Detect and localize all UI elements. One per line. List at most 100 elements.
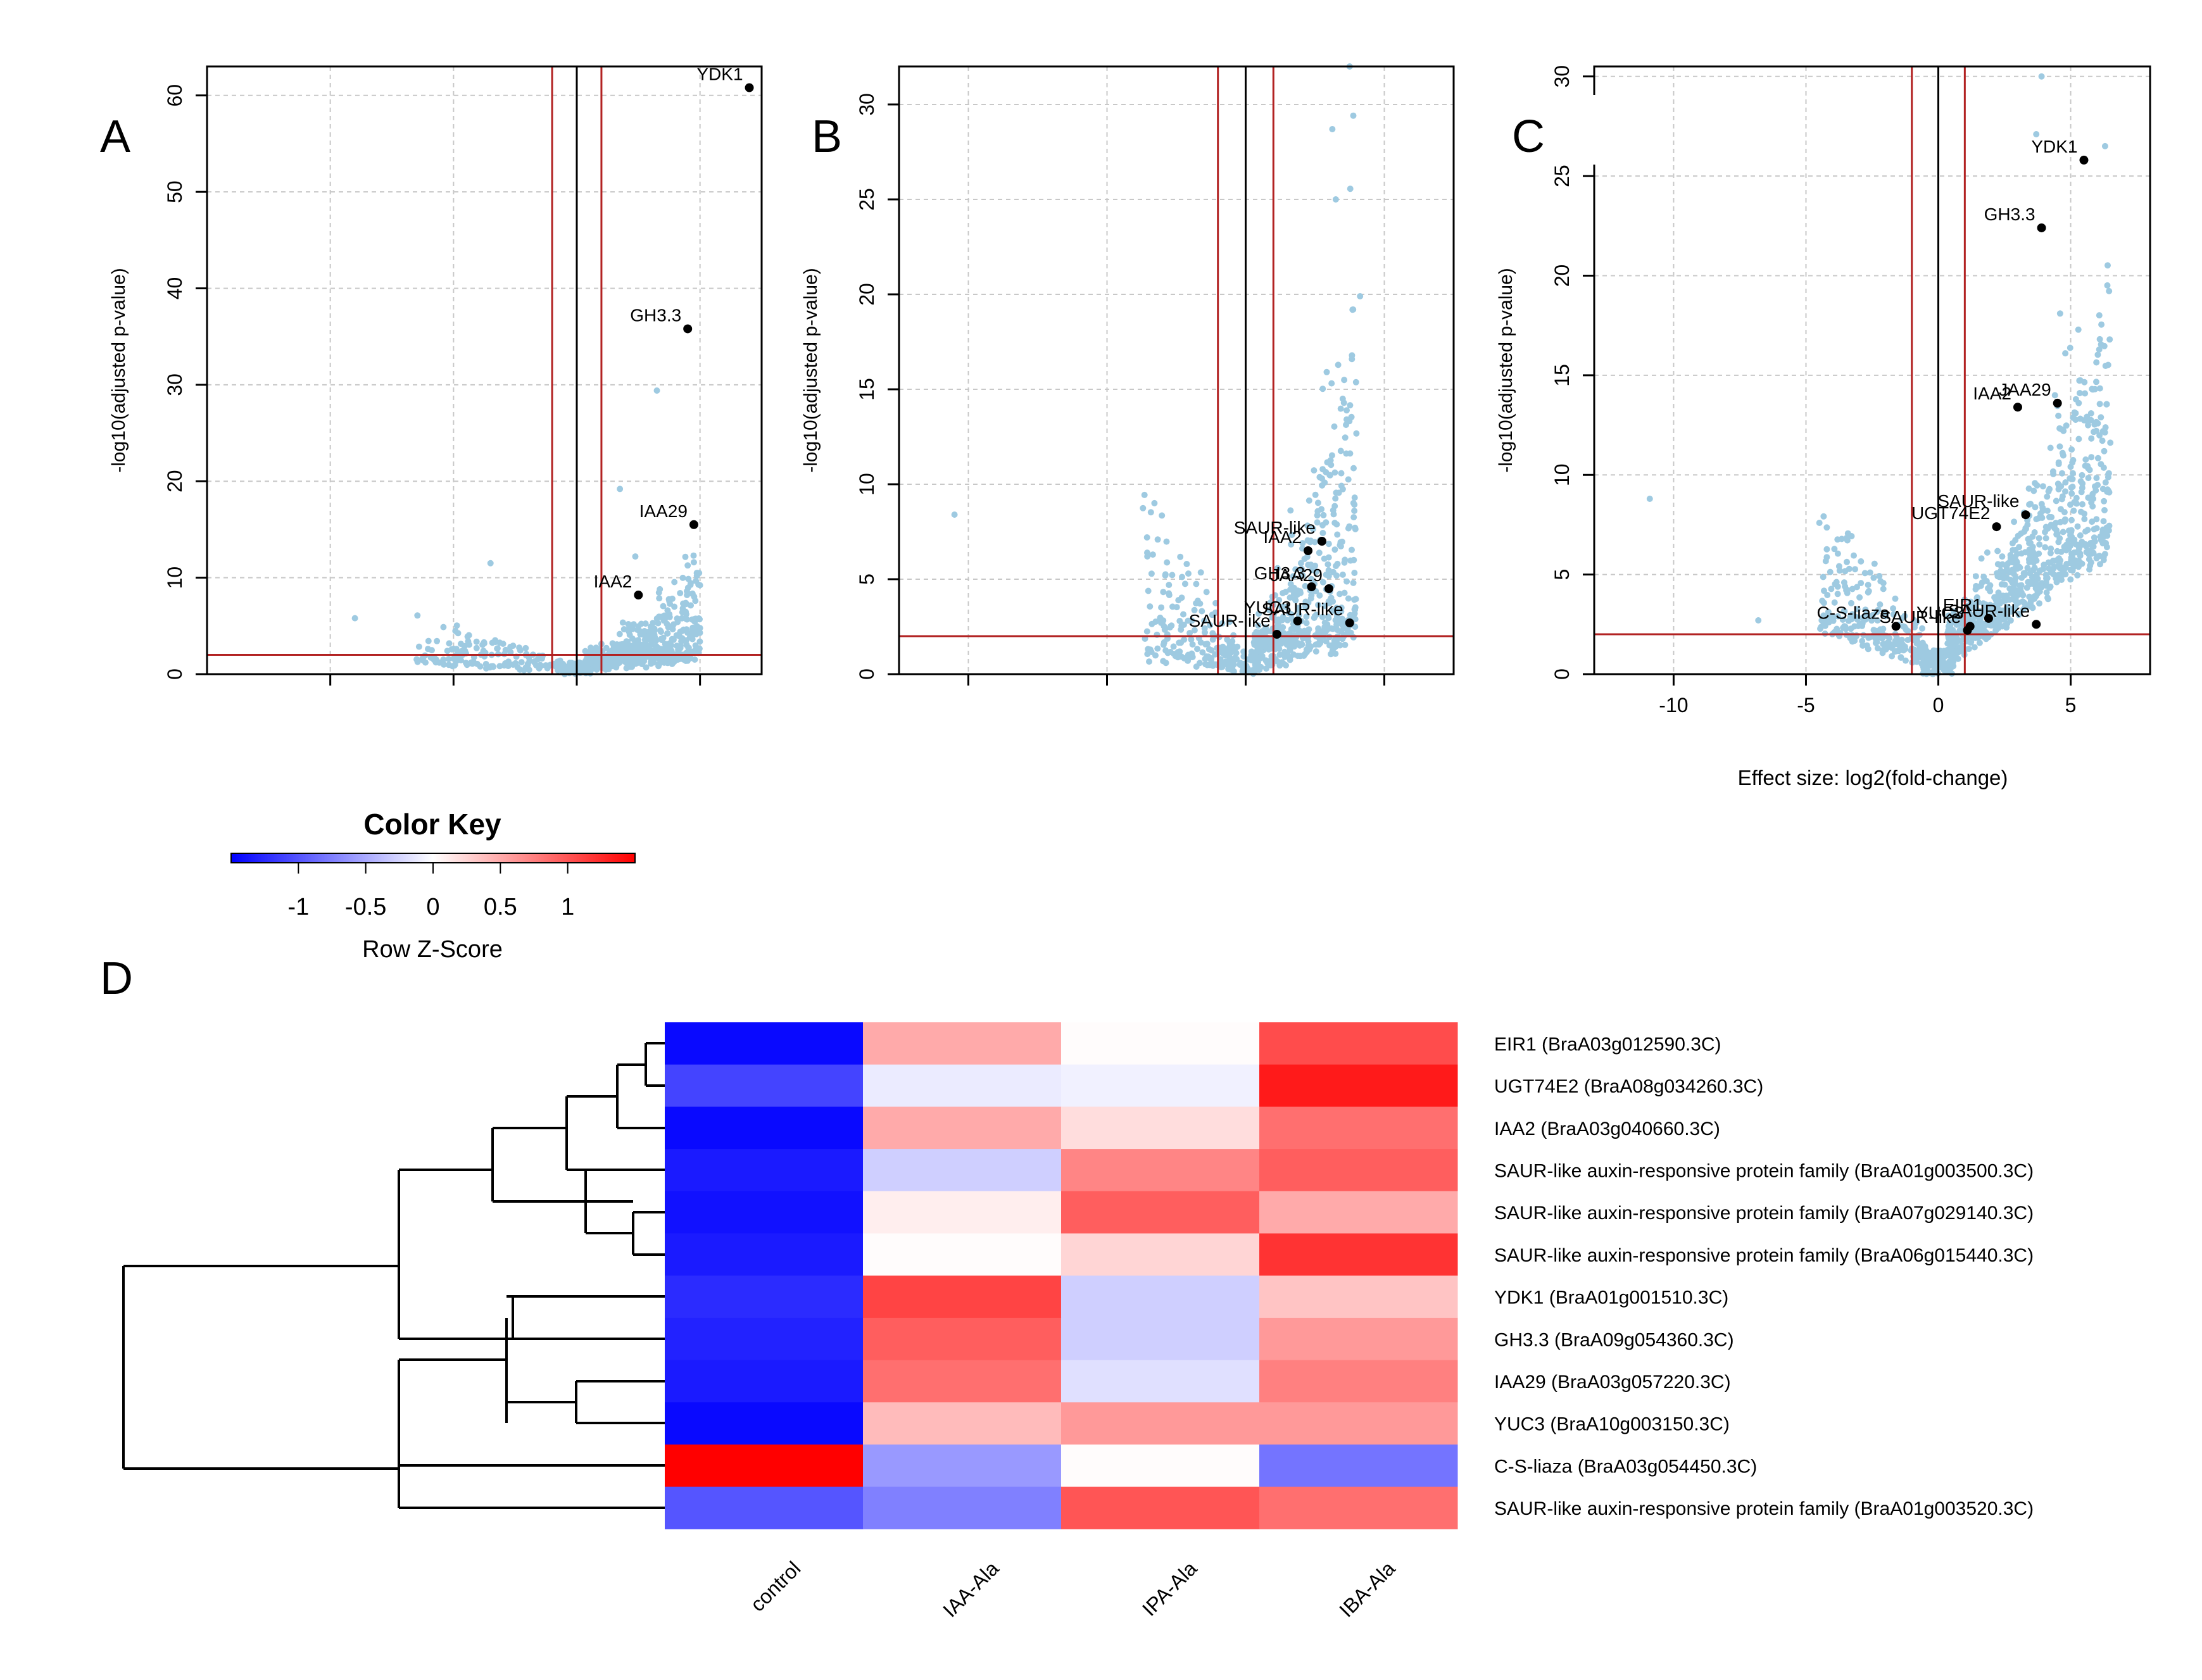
data-point	[2093, 475, 2100, 482]
data-point	[1320, 511, 1327, 518]
data-point	[1175, 597, 1182, 604]
data-point	[1851, 552, 1857, 559]
data-point	[1328, 461, 1335, 468]
data-point	[1352, 604, 1359, 611]
data-point	[1147, 603, 1154, 610]
heatmap-cell	[1259, 1276, 1458, 1319]
gene-label: GH3.3	[1254, 563, 1305, 583]
data-point	[1944, 647, 1951, 653]
data-point	[1181, 580, 1188, 587]
data-point	[2061, 509, 2068, 516]
data-point	[1824, 592, 1831, 598]
data-point	[1853, 613, 1859, 620]
data-point	[2093, 525, 2100, 532]
data-point	[1314, 519, 1321, 526]
data-point	[1180, 622, 1187, 628]
data-point	[688, 580, 694, 587]
data-point	[1343, 422, 1349, 429]
data-point	[1987, 601, 1994, 608]
data-point	[1145, 587, 1152, 594]
data-point	[1919, 639, 1926, 646]
data-point	[2034, 482, 2041, 489]
heatmap-cell	[1259, 1402, 1458, 1445]
data-point	[2075, 399, 2082, 406]
x-tick-label: 5	[2065, 694, 2077, 717]
data-point	[1861, 570, 1868, 577]
data-point	[693, 629, 700, 636]
data-point	[1342, 641, 1349, 648]
heatmap-column-label: control	[746, 1557, 805, 1615]
data-point	[613, 648, 620, 655]
data-point	[2042, 535, 2049, 542]
heatmap-cell	[863, 1022, 1062, 1065]
data-point	[1987, 587, 1994, 594]
data-point	[1828, 586, 1835, 592]
data-point	[620, 626, 627, 632]
x-tick-label: -10	[1659, 694, 1688, 717]
data-point	[1333, 643, 1340, 649]
data-point	[656, 595, 663, 602]
data-point	[440, 656, 447, 663]
data-point	[1319, 579, 1326, 586]
data-point	[2049, 570, 2056, 577]
data-point	[1341, 589, 1348, 596]
dendrogram-branch	[565, 1095, 617, 1171]
highlighted-gene-point	[2021, 510, 2030, 520]
data-point	[453, 622, 460, 629]
data-point	[2103, 544, 2110, 551]
heatmap-cell	[665, 1486, 864, 1529]
data-point	[1976, 639, 1983, 646]
data-point	[1303, 613, 1310, 620]
data-point	[2070, 470, 2076, 477]
data-point	[1342, 434, 1349, 441]
data-point	[1332, 196, 1339, 203]
data-point	[2098, 461, 2104, 468]
data-point	[1975, 599, 1982, 606]
data-point	[2039, 505, 2046, 511]
data-point	[674, 650, 681, 657]
data-point	[1262, 625, 1269, 632]
data-point	[507, 649, 514, 656]
data-point	[1858, 558, 1865, 565]
data-point	[470, 658, 477, 665]
plot-frame	[898, 65, 1455, 675]
data-point	[1866, 569, 1873, 576]
data-point	[464, 633, 471, 640]
data-point	[2094, 420, 2101, 427]
data-point	[450, 655, 457, 662]
data-point	[1178, 639, 1185, 646]
data-point	[1303, 620, 1310, 627]
data-point	[444, 648, 451, 655]
data-point	[1328, 380, 1335, 387]
heatmap-row-label: SAUR-like auxin-responsive protein famil…	[1494, 1245, 2034, 1266]
data-point	[585, 668, 592, 675]
data-point	[2105, 527, 2112, 534]
data-point	[1333, 624, 1340, 631]
data-point	[1302, 582, 1309, 589]
data-point	[683, 601, 690, 608]
data-point	[696, 638, 703, 645]
data-point	[1159, 512, 1166, 519]
data-point	[2043, 582, 2050, 589]
heatmap-cell	[1061, 1149, 1260, 1192]
data-point	[1193, 600, 1200, 606]
data-point	[512, 660, 519, 667]
data-point	[1332, 495, 1339, 502]
data-point	[2033, 131, 2040, 138]
data-point	[1266, 606, 1273, 613]
data-point	[2089, 386, 2096, 392]
data-point	[2037, 510, 2044, 517]
gene-label: IAA29	[639, 501, 688, 521]
color-key-tick-label: -0.5	[345, 894, 386, 920]
heatmap-cell	[1061, 1276, 1260, 1319]
highlighted-gene-point	[1324, 584, 1333, 593]
data-point	[2075, 436, 2082, 442]
data-point	[1283, 662, 1289, 668]
data-point	[2049, 468, 2056, 475]
data-point	[1333, 489, 1340, 496]
data-point	[1846, 565, 1853, 572]
data-point	[1154, 536, 1161, 543]
data-point	[623, 665, 630, 672]
data-point	[2096, 312, 2103, 319]
data-point	[2038, 73, 2045, 80]
